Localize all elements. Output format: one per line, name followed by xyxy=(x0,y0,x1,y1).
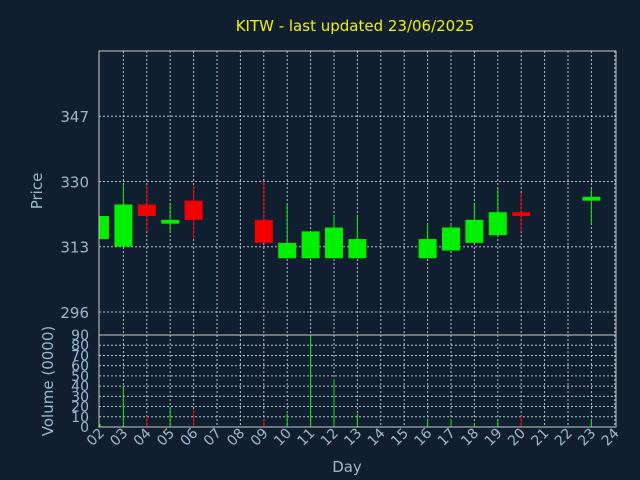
x-tick-label: 17 xyxy=(435,426,459,450)
candle-12 xyxy=(325,216,343,259)
candle-body xyxy=(254,219,273,243)
volume-bars xyxy=(99,336,592,427)
x-ticks: 02 03 04 05 06 07 08 09 10 11 12 13 14 15 16 17 18 19 20 21… xyxy=(84,425,623,449)
x-tick-label: 06 xyxy=(178,425,202,449)
candles xyxy=(99,181,601,259)
volume-tick-label: 30 xyxy=(71,389,89,405)
x-tick-label: 18 xyxy=(458,426,482,450)
candle-body xyxy=(465,219,484,243)
x-tick-label: 03 xyxy=(107,426,131,450)
candle-body xyxy=(348,239,367,259)
candle-09 xyxy=(254,181,273,243)
candle-23 xyxy=(582,189,601,224)
candle-16 xyxy=(418,223,437,259)
x-axis-label: Day xyxy=(332,458,362,476)
x-tick-label: 23 xyxy=(575,426,599,450)
candle-05 xyxy=(161,204,180,232)
x-tick-label: 09 xyxy=(248,426,272,450)
price-tick-label: 313 xyxy=(60,239,89,257)
volume-tick-label: 70 xyxy=(71,348,89,364)
candle-body xyxy=(325,227,343,259)
candle-body xyxy=(488,212,507,236)
x-tick-label: 12 xyxy=(318,426,342,450)
x-tick-label: 05 xyxy=(154,426,178,450)
x-tick-label: 08 xyxy=(224,426,248,450)
x-tick-label: 15 xyxy=(388,426,412,450)
x-tick-label: 11 xyxy=(295,426,319,450)
x-tick-label: 07 xyxy=(201,426,225,450)
volume-tick-label: 60 xyxy=(71,359,89,375)
x-tick-label: 20 xyxy=(505,426,529,450)
volume-grid xyxy=(99,334,616,427)
candle-body xyxy=(184,200,203,220)
candle-13 xyxy=(348,216,367,259)
volume-tick-label: 0 xyxy=(80,420,89,436)
x-tick-label: 22 xyxy=(552,426,576,450)
volume-tick-label: 10 xyxy=(71,410,89,426)
x-tick-label: 14 xyxy=(365,425,389,449)
x-tick-label: 24 xyxy=(599,425,623,449)
candle-06 xyxy=(184,185,203,240)
candle-body xyxy=(418,239,437,259)
candle-04 xyxy=(137,185,156,232)
candle-body xyxy=(114,204,133,247)
price-tick-label: 296 xyxy=(60,304,89,322)
x-tick-label: 10 xyxy=(271,426,295,450)
price-grid xyxy=(99,51,616,335)
chart-title: KITW - last updated 23/06/2025 xyxy=(236,17,475,35)
price-axis-label: Price xyxy=(28,173,46,210)
candle-03 xyxy=(114,185,133,247)
candle-body xyxy=(99,216,109,240)
volume-tick-label: 80 xyxy=(71,338,89,354)
candle-body xyxy=(137,204,156,217)
candle-20 xyxy=(512,193,531,232)
volume-tick-label: 40 xyxy=(71,379,89,395)
price-tick-label: 347 xyxy=(60,108,89,126)
x-tick-label: 19 xyxy=(482,426,506,450)
x-tick-label: 04 xyxy=(131,425,155,449)
candle-11 xyxy=(301,231,320,259)
candle-17 xyxy=(442,223,460,251)
x-tick-label: 13 xyxy=(341,426,365,450)
volume-frame xyxy=(98,334,617,428)
candle-body xyxy=(512,212,531,217)
volume-tick-label: 20 xyxy=(71,400,89,416)
candle-body xyxy=(161,219,180,224)
candle-19 xyxy=(488,189,507,236)
volume-tick-label: 90 xyxy=(71,328,89,344)
candle-body xyxy=(278,242,297,259)
candle-body xyxy=(442,227,460,251)
volume-tick-label: 50 xyxy=(71,369,89,385)
price-tick-label: 330 xyxy=(60,173,89,191)
candle-02 xyxy=(99,216,109,240)
volume-axis-label: Volume (0000) xyxy=(39,326,57,436)
candle-18 xyxy=(465,204,484,243)
candle-10 xyxy=(278,204,297,259)
candle-body xyxy=(582,196,601,201)
price-y-ticks: 296 313 330 347 xyxy=(60,108,89,322)
candle-body xyxy=(301,231,320,259)
x-tick-label: 16 xyxy=(412,425,436,449)
price-panel: 296 313 330 347 xyxy=(60,50,617,336)
x-tick-label: 21 xyxy=(529,426,553,450)
